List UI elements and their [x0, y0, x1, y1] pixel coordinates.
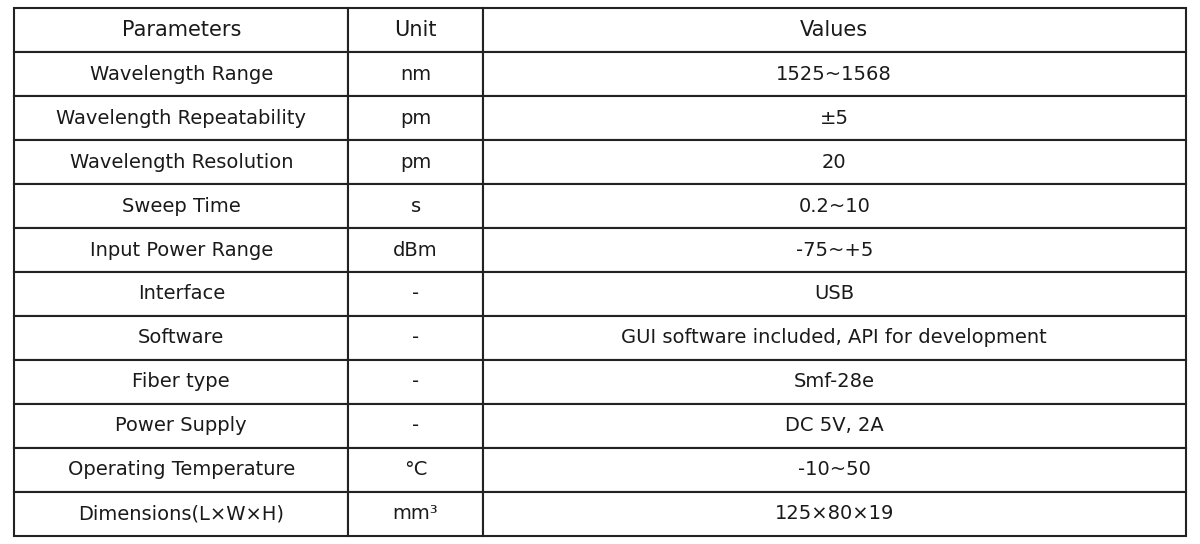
Bar: [348, 52, 482, 96]
Text: -75~+5: -75~+5: [796, 240, 872, 259]
Text: Values: Values: [800, 20, 869, 40]
Bar: [14, 360, 348, 404]
Bar: [482, 448, 1186, 492]
Text: Interface: Interface: [138, 285, 224, 304]
Text: s: s: [410, 196, 420, 215]
Bar: [14, 8, 348, 52]
Text: -: -: [412, 285, 419, 304]
Text: Dimensions(L×W×H): Dimensions(L×W×H): [78, 504, 284, 523]
Bar: [348, 140, 482, 184]
Text: DC 5V, 2A: DC 5V, 2A: [785, 416, 883, 435]
Text: Wavelength Resolution: Wavelength Resolution: [70, 152, 293, 171]
Bar: [482, 52, 1186, 96]
Text: °C: °C: [404, 460, 427, 479]
Bar: [14, 272, 348, 316]
Bar: [482, 316, 1186, 360]
Text: Fiber type: Fiber type: [132, 373, 230, 392]
Bar: [348, 272, 482, 316]
Text: pm: pm: [400, 109, 431, 128]
Bar: [348, 184, 482, 228]
Text: -: -: [412, 373, 419, 392]
Text: -: -: [412, 416, 419, 435]
Text: 20: 20: [822, 152, 846, 171]
Bar: [482, 492, 1186, 536]
Bar: [348, 492, 482, 536]
Bar: [348, 8, 482, 52]
Bar: [482, 228, 1186, 272]
Bar: [14, 96, 348, 140]
Bar: [482, 96, 1186, 140]
Text: Sweep Time: Sweep Time: [122, 196, 241, 215]
Text: Operating Temperature: Operating Temperature: [67, 460, 295, 479]
Bar: [14, 404, 348, 448]
Text: 1525~1568: 1525~1568: [776, 65, 892, 84]
Bar: [482, 272, 1186, 316]
Bar: [482, 184, 1186, 228]
Bar: [482, 140, 1186, 184]
Text: Unit: Unit: [395, 20, 437, 40]
Bar: [482, 8, 1186, 52]
Bar: [348, 316, 482, 360]
Bar: [14, 52, 348, 96]
Text: ±5: ±5: [820, 109, 848, 128]
Bar: [348, 360, 482, 404]
Text: mm³: mm³: [392, 504, 438, 523]
Bar: [14, 316, 348, 360]
Text: Power Supply: Power Supply: [115, 416, 247, 435]
Text: dBm: dBm: [394, 240, 438, 259]
Bar: [482, 360, 1186, 404]
Bar: [14, 140, 348, 184]
Bar: [348, 96, 482, 140]
Text: USB: USB: [814, 285, 854, 304]
Bar: [14, 228, 348, 272]
Text: 0.2~10: 0.2~10: [798, 196, 870, 215]
Text: -: -: [412, 329, 419, 348]
Text: Wavelength Repeatability: Wavelength Repeatability: [56, 109, 306, 128]
Text: nm: nm: [400, 65, 431, 84]
Text: Smf-28e: Smf-28e: [793, 373, 875, 392]
Bar: [14, 184, 348, 228]
Bar: [348, 404, 482, 448]
Bar: [482, 404, 1186, 448]
Bar: [14, 492, 348, 536]
Text: Input Power Range: Input Power Range: [90, 240, 272, 259]
Bar: [348, 448, 482, 492]
Text: Parameters: Parameters: [121, 20, 241, 40]
Bar: [348, 228, 482, 272]
Text: pm: pm: [400, 152, 431, 171]
Bar: [14, 448, 348, 492]
Text: -10~50: -10~50: [798, 460, 871, 479]
Text: 125×80×19: 125×80×19: [774, 504, 894, 523]
Text: GUI software included, API for development: GUI software included, API for developme…: [622, 329, 1048, 348]
Text: Wavelength Range: Wavelength Range: [90, 65, 272, 84]
Text: Software: Software: [138, 329, 224, 348]
